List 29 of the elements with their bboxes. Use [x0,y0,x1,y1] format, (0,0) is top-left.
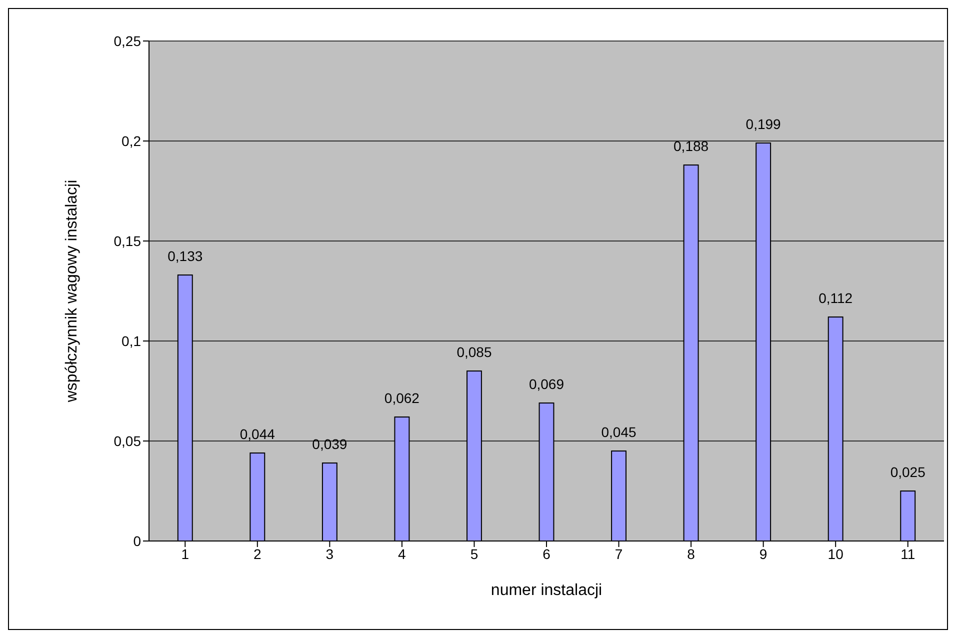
x-tick-label: 2 [254,546,262,562]
data-label: 0,085 [456,344,492,360]
y-tick-label: 0,15 [114,232,142,249]
x-tick-label: 1 [181,546,190,562]
x-tick-label: 9 [759,546,768,562]
y-tick-label: 0,1 [122,332,142,349]
data-label: 0,199 [746,116,782,132]
data-label: 0,112 [818,290,853,306]
data-label: 0,044 [240,426,276,442]
y-axis-title: współczynnik wagowy instalacji [64,180,81,404]
y-tick-label: 0,25 [114,32,142,49]
x-tick-label: 4 [398,546,406,562]
x-tick-label: 7 [614,546,623,562]
data-label: 0,133 [168,248,203,264]
x-tick-label: 8 [687,546,696,562]
x-tick-label: 6 [542,546,551,562]
x-axis-title: numer instalacji [490,582,602,599]
y-tick-label: 0 [133,532,142,549]
x-tick-label: 3 [326,546,334,562]
x-tick-label: 10 [828,546,844,562]
data-label: 0,069 [528,376,564,392]
data-label: 0,062 [384,390,420,406]
data-label: 0,188 [674,138,709,154]
x-tick-label: 5 [470,546,478,562]
y-tick-label: 0,05 [114,432,142,449]
data-label: 0,025 [890,464,926,480]
x-tick-label: 11 [900,546,916,562]
y-tick-label: 0,2 [122,132,142,149]
data-label: 0,045 [601,424,636,440]
